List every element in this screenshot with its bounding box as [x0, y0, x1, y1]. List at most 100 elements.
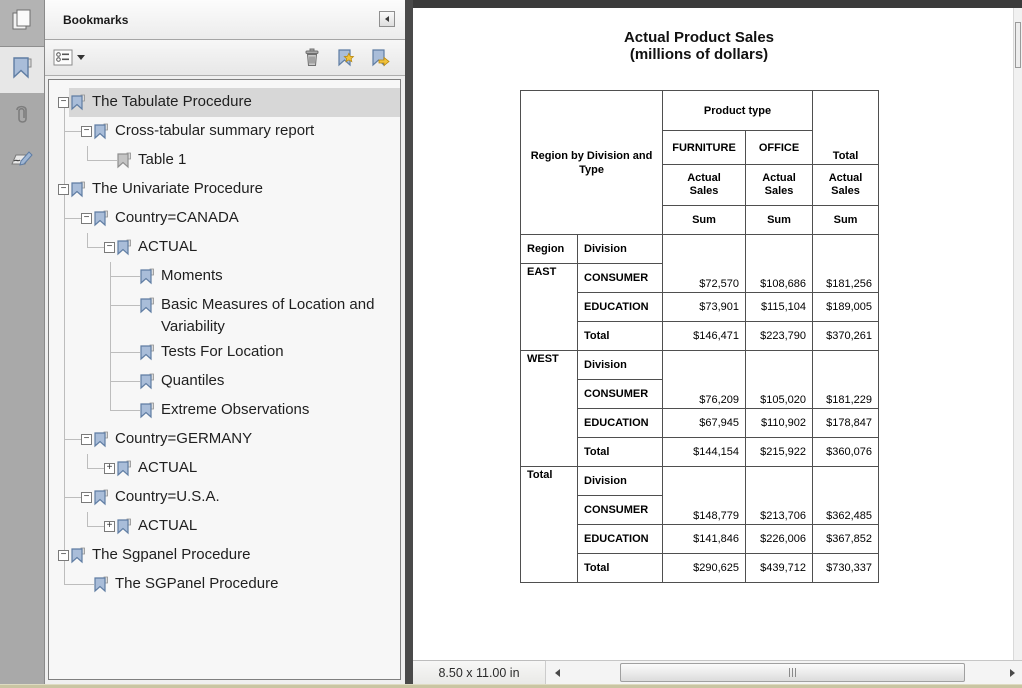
scroll-left-button[interactable]	[550, 665, 564, 681]
measure-header: Actual Sales	[745, 164, 814, 206]
bookmarks-icon	[10, 55, 34, 86]
panel-splitter[interactable]	[405, 0, 413, 684]
bookmark-row[interactable]: ACTUAL	[115, 454, 400, 483]
collapse-node-icon[interactable]: −	[104, 242, 115, 253]
new-bookmark-button[interactable]	[335, 47, 357, 69]
bookmark-tree-item[interactable]: Table 1	[49, 146, 400, 175]
bookmark-tree-item[interactable]: Basic Measures of Location and Variabili…	[49, 291, 400, 338]
bookmark-label: ACTUAL	[138, 459, 198, 476]
sales-value: $226,006	[745, 524, 814, 554]
bookmark-row[interactable]: Basic Measures of Location and Variabili…	[138, 291, 400, 338]
bookmark-row[interactable]: Table 1	[115, 146, 400, 175]
bookmark-row[interactable]: Extreme Observations	[138, 396, 400, 425]
collapse-panel-button[interactable]	[379, 11, 395, 27]
bookmark-tree-item[interactable]: Quantiles	[49, 367, 400, 396]
bookmark-row[interactable]: The Univariate Procedure	[69, 175, 400, 204]
bookmark-tree-item[interactable]: Tests For Location	[49, 338, 400, 367]
scroll-right-button[interactable]	[1005, 665, 1019, 681]
bookmark-row[interactable]: The Tabulate Procedure	[69, 88, 400, 117]
collapse-node-icon[interactable]: −	[58, 550, 69, 561]
thumb-grip-icon	[795, 668, 796, 677]
tree-guide-line	[87, 160, 117, 161]
collapse-node-icon[interactable]: −	[58, 97, 69, 108]
stat-header: Sum	[812, 205, 880, 235]
collapse-node-icon[interactable]: −	[81, 213, 92, 224]
bookmark-options-button[interactable]	[53, 49, 85, 66]
bookmark-row[interactable]: Country=U.S.A.	[92, 483, 400, 512]
page-size-label: 8.50 x 11.00 in	[413, 660, 546, 684]
division-value: CONSUMER	[576, 495, 664, 525]
bookmark-tree-item[interactable]: + ACTUAL	[49, 512, 400, 541]
delete-bookmark-button[interactable]	[301, 47, 323, 69]
tree-guide-line	[64, 103, 65, 117]
bookmark-icon	[94, 489, 108, 506]
horizontal-scrollbar-thumb[interactable]	[620, 663, 965, 682]
collapse-node-icon[interactable]: −	[58, 184, 69, 195]
collapse-node-icon[interactable]: −	[81, 434, 92, 445]
sales-value: $110,902	[745, 408, 814, 438]
bookmark-label: Moments	[161, 267, 223, 284]
tree-guide-line	[64, 396, 65, 425]
bookmark-tree-item[interactable]: − Country=CANADA	[49, 204, 400, 233]
page-thumbnails-button[interactable]	[0, 0, 44, 47]
bookmark-tree-item[interactable]: − Country=GERMANY	[49, 425, 400, 454]
bookmark-label: ACTUAL	[138, 517, 198, 534]
vertical-scrollbar[interactable]	[1013, 8, 1022, 660]
page-thumbnails-icon	[10, 8, 34, 39]
collapse-node-icon[interactable]: −	[81, 126, 92, 137]
tree-guide-line	[110, 410, 140, 411]
vertical-scrollbar-thumb[interactable]	[1015, 22, 1021, 68]
options-icon	[53, 49, 73, 66]
tree-guide-line	[87, 512, 88, 527]
bookmark-row[interactable]: ACTUAL	[115, 233, 400, 262]
bookmark-label: Extreme Observations	[161, 401, 310, 418]
bookmark-tree-item[interactable]: Extreme Observations	[49, 396, 400, 425]
bookmark-row[interactable]: Country=GERMANY	[92, 425, 400, 454]
product-type-header: Product type	[662, 90, 814, 131]
bookmarks-panel-button[interactable]	[0, 47, 44, 93]
bookmark-row[interactable]: The Sgpanel Procedure	[69, 541, 400, 570]
bookmark-icon	[117, 152, 131, 169]
expand-node-icon[interactable]: +	[104, 463, 115, 474]
bookmark-tree-item[interactable]: − Country=U.S.A.	[49, 483, 400, 512]
thumb-grip-icon	[792, 668, 793, 677]
tree-guide-line	[87, 247, 104, 248]
tree-guide-line	[64, 512, 65, 541]
bookmark-row[interactable]: The SGPanel Procedure	[92, 570, 400, 599]
collapse-node-icon[interactable]: −	[81, 492, 92, 503]
attachments-button[interactable]	[0, 93, 44, 139]
bookmark-row[interactable]: ACTUAL	[115, 512, 400, 541]
tree-guide-line	[87, 146, 88, 161]
signature-icon	[9, 148, 35, 177]
tree-guide-line	[64, 291, 65, 338]
bookmark-tree-item[interactable]: Moments	[49, 262, 400, 291]
bookmark-tree-item[interactable]: The SGPanel Procedure	[49, 570, 400, 599]
bookmark-row[interactable]: Country=CANADA	[92, 204, 400, 233]
bookmark-row[interactable]: Cross-tabular summary report	[92, 117, 400, 146]
bookmark-tree-item[interactable]: − Cross-tabular summary report	[49, 117, 400, 146]
stat-header: Sum	[662, 205, 747, 235]
paperclip-icon	[10, 101, 34, 132]
bookmark-icon	[117, 518, 131, 535]
bookmark-row[interactable]: Tests For Location	[138, 338, 400, 367]
expand-node-icon[interactable]: +	[104, 521, 115, 532]
bookmark-row[interactable]: Moments	[138, 262, 400, 291]
sales-value: $148,779	[662, 466, 747, 525]
scroll-left-icon	[554, 669, 560, 677]
sign-button[interactable]	[0, 139, 44, 185]
bookmark-tree-item[interactable]: + ACTUAL	[49, 454, 400, 483]
bookmarks-tree-container: − The Tabulate Procedure − Cross-tabular …	[48, 79, 401, 680]
region-dim-label: Region	[520, 234, 578, 264]
bookmark-arrow-button[interactable]	[369, 47, 391, 69]
sales-value: $360,076	[812, 437, 880, 467]
sales-value: $72,570	[662, 234, 747, 293]
division-dim-label: Division	[576, 466, 664, 496]
bookmark-row[interactable]: Quantiles	[138, 367, 400, 396]
bookmark-tree-item[interactable]: − ACTUAL	[49, 233, 400, 262]
bookmark-tree-item[interactable]: − The Tabulate Procedure	[49, 88, 400, 117]
bookmark-tree-item[interactable]: − The Univariate Procedure	[49, 175, 400, 204]
tree-guide-line	[64, 262, 65, 291]
bookmark-tree-item[interactable]: − The Sgpanel Procedure	[49, 541, 400, 570]
sales-value: $178,847	[812, 408, 880, 438]
horizontal-scrollbar[interactable]	[546, 660, 1022, 684]
